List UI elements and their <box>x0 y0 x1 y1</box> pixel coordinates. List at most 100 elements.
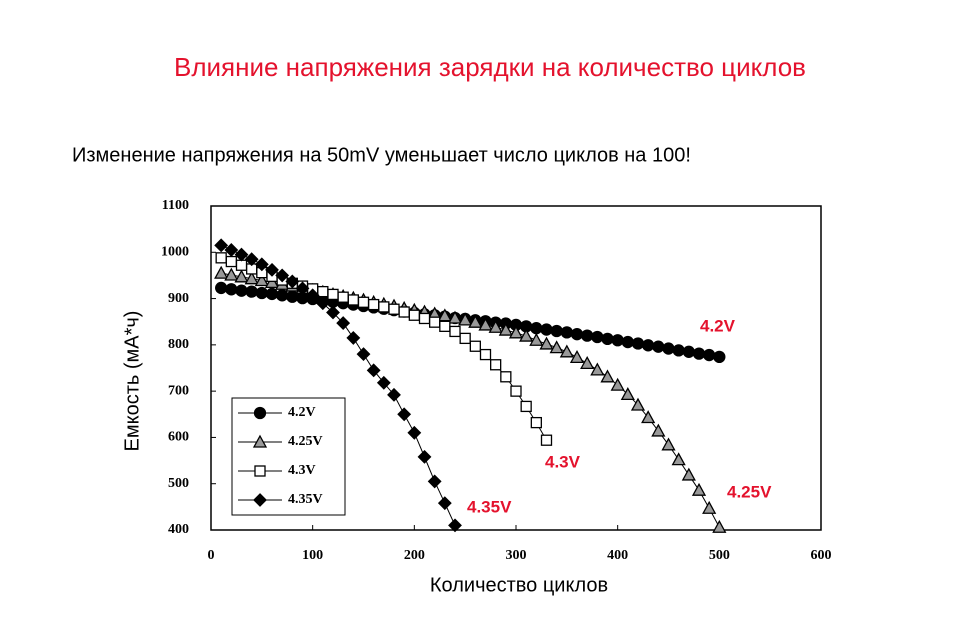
marker <box>225 255 237 268</box>
marker <box>224 243 239 257</box>
marker <box>520 400 532 413</box>
marker <box>397 407 412 422</box>
marker <box>508 325 524 339</box>
marker <box>681 467 696 481</box>
marker <box>408 309 420 321</box>
marker <box>510 385 522 397</box>
marker <box>500 371 512 383</box>
marker <box>305 288 320 303</box>
marker <box>661 437 676 451</box>
x-tick-label: 500 <box>709 548 730 563</box>
y-tick-label: 500 <box>168 476 189 491</box>
marker <box>469 340 481 352</box>
marker <box>244 271 259 285</box>
y-axis-label: Емкость (мА*ч) <box>121 311 143 452</box>
marker <box>539 336 554 350</box>
marker <box>235 284 248 297</box>
y-tick-label: 1100 <box>162 198 189 213</box>
marker <box>611 334 624 347</box>
y-tick-label: 800 <box>168 337 189 352</box>
marker <box>387 387 401 402</box>
marker <box>253 406 267 420</box>
marker <box>224 267 239 281</box>
marker <box>418 312 431 325</box>
marker <box>368 298 380 311</box>
marker <box>631 337 645 350</box>
y-tick-label: 700 <box>168 383 189 398</box>
marker <box>245 285 258 298</box>
marker <box>407 425 422 440</box>
annotation: 4.3V <box>545 452 581 471</box>
marker <box>357 296 370 308</box>
marker <box>621 335 634 349</box>
marker <box>295 281 310 296</box>
marker <box>459 332 471 345</box>
marker <box>530 322 543 335</box>
marker <box>703 348 716 362</box>
x-axis-label: Количество циклов <box>430 574 608 596</box>
marker <box>214 265 229 279</box>
marker <box>437 496 452 511</box>
marker <box>449 325 461 338</box>
annotation: 4.25V <box>727 482 772 501</box>
legend-label: 4.2V <box>288 405 316 420</box>
marker <box>215 281 228 295</box>
y-tick-label: 600 <box>168 430 189 445</box>
marker <box>315 296 330 311</box>
legend-box <box>231 397 346 516</box>
marker <box>580 356 595 370</box>
chart-title: Влияние напряжения зарядки на количество… <box>174 52 806 82</box>
annotation: 4.2V <box>700 316 736 335</box>
legend: 4.2V 4.25V 4.3V 4.35V <box>231 397 346 516</box>
marker <box>540 323 553 336</box>
marker <box>429 316 441 328</box>
marker <box>265 262 279 277</box>
marker <box>275 268 290 283</box>
marker <box>265 287 279 301</box>
marker <box>530 416 542 429</box>
marker <box>376 375 391 390</box>
marker <box>225 283 238 296</box>
marker <box>540 434 553 446</box>
marker <box>671 452 686 466</box>
marker <box>560 326 573 339</box>
marker <box>479 348 492 361</box>
marker <box>447 310 463 324</box>
legend-label: 4.3V <box>288 463 316 478</box>
marker <box>702 500 717 514</box>
marker <box>235 259 248 271</box>
marker <box>214 238 229 253</box>
legend-label: 4.25V <box>288 434 323 449</box>
x-tick-label: 300 <box>506 548 527 563</box>
marker <box>662 342 675 355</box>
marker <box>347 294 359 306</box>
marker <box>253 493 267 507</box>
marker <box>610 377 625 391</box>
marker <box>641 410 656 424</box>
x-tick-label: 0 <box>208 548 215 563</box>
marker <box>712 519 727 533</box>
y-tick-label: 900 <box>168 291 189 306</box>
marker <box>569 349 585 364</box>
marker <box>529 332 544 346</box>
marker <box>478 317 493 331</box>
marker <box>559 344 574 358</box>
marker <box>458 312 473 326</box>
marker <box>285 274 300 289</box>
marker <box>519 328 534 342</box>
marker <box>254 465 266 477</box>
marker <box>417 449 432 464</box>
marker <box>234 247 249 262</box>
marker <box>581 329 594 342</box>
subtitle: Изменение напряжения на 50mV уменьшает ч… <box>72 144 691 166</box>
marker <box>549 340 564 354</box>
marker <box>600 369 615 383</box>
marker <box>601 332 614 345</box>
marker <box>255 286 268 300</box>
marker <box>468 314 483 328</box>
marker <box>388 303 400 315</box>
marker <box>427 474 442 489</box>
marker <box>682 345 695 358</box>
